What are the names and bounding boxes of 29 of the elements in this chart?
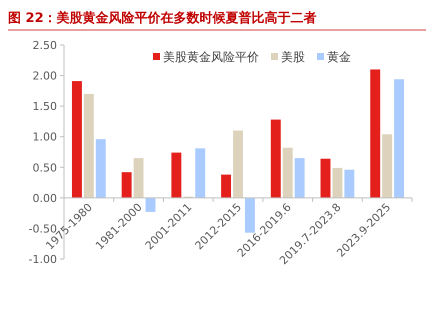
bar [282, 148, 293, 198]
legend-label: 黄金 [327, 50, 351, 64]
bar [195, 148, 206, 198]
bar [221, 174, 232, 198]
legend-label: 美股黄金风险平价 [163, 50, 259, 64]
bar [332, 168, 342, 198]
legend-label: 美股 [281, 50, 305, 64]
y-tick-label: 0.50 [32, 161, 57, 174]
bar [394, 79, 404, 198]
bar [233, 130, 243, 198]
bar [96, 139, 106, 198]
bar [270, 120, 281, 198]
bar [320, 158, 330, 198]
bar [294, 158, 305, 198]
bar [382, 134, 392, 198]
bar [72, 81, 82, 198]
bar [171, 152, 182, 198]
bar [344, 170, 354, 198]
bar [122, 172, 132, 198]
y-tick-label: 0.00 [32, 192, 57, 205]
y-tick-label: 1.50 [32, 100, 57, 114]
y-tick-label: 2.50 [32, 39, 57, 52]
y-tick-label: 1.00 [32, 130, 57, 144]
y-tick-label: 2.00 [32, 70, 57, 83]
bar [84, 94, 94, 198]
chart-title: 图 22：美股黄金风险平价在多数时候夏普比高于二者 [8, 10, 317, 26]
bar [370, 69, 380, 198]
bar [134, 158, 144, 198]
y-tick-label: -1.00 [28, 253, 57, 266]
